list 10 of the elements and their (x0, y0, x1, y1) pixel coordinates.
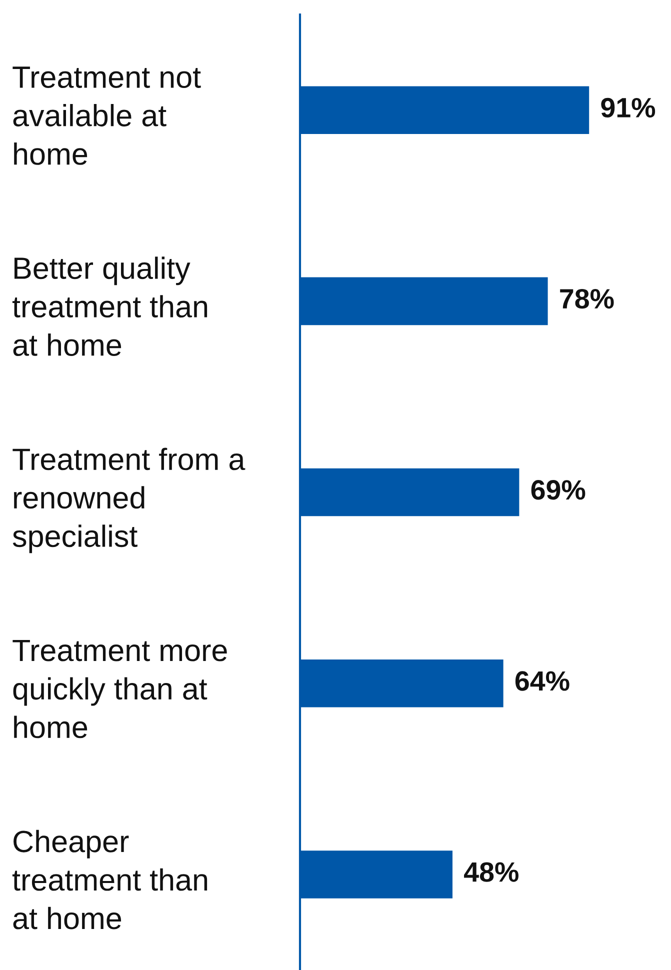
data-label: 78% (560, 288, 614, 309)
data-label: 69% (531, 480, 586, 500)
y-tick-label: Cheaper treatment than at home (12, 830, 208, 930)
y-tick-label: Treatment more quickly than at home (12, 640, 227, 738)
data-label: 91% (601, 98, 656, 118)
y-tick-label: Treatment from a renowned specialist (12, 448, 246, 554)
y-tick-label: Treatment not available at home (12, 66, 201, 165)
data-label: 64% (515, 671, 570, 691)
data-label: 48% (464, 862, 518, 882)
y-tick-label: Better quality treatment than at home (12, 256, 208, 356)
